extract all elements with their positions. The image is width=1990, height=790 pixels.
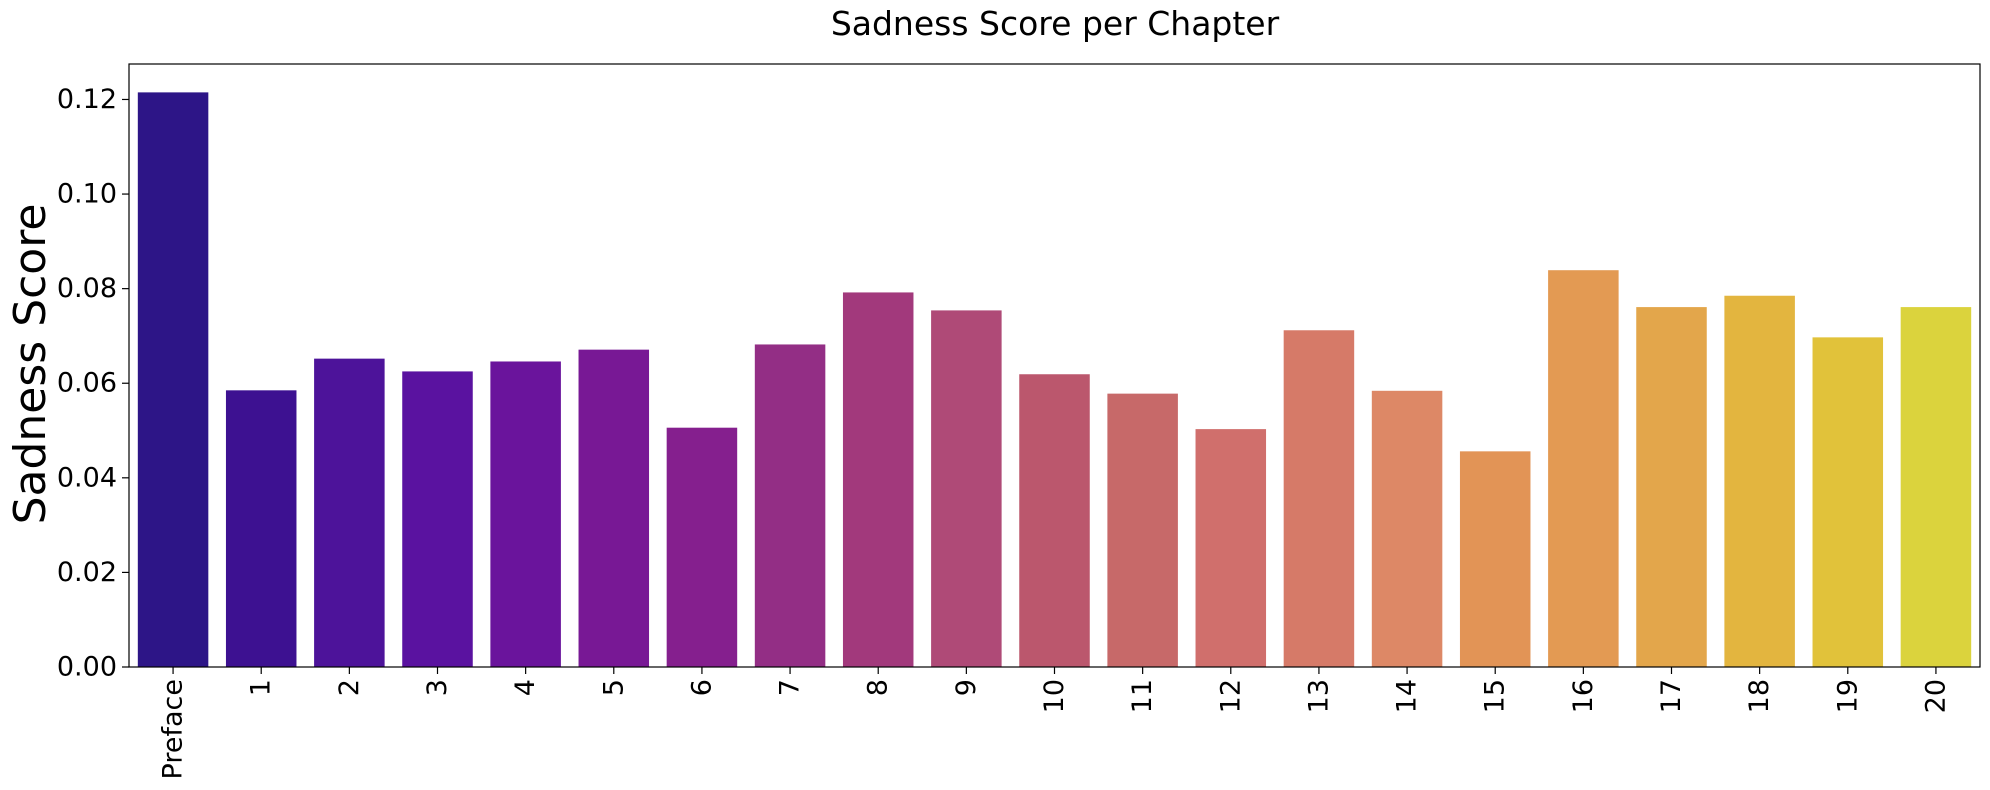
plot-frame bbox=[128, 63, 1981, 668]
bar-20 bbox=[1900, 307, 1972, 667]
bar-9 bbox=[931, 310, 1002, 667]
x-tick-label: 10 bbox=[1039, 679, 1070, 713]
x-tick-label: 2 bbox=[334, 679, 365, 696]
y-tick-label: 0.00 bbox=[57, 652, 117, 683]
bar-10 bbox=[1019, 374, 1090, 667]
bar-14 bbox=[1371, 390, 1443, 667]
y-tick-label: 0.02 bbox=[57, 557, 117, 588]
bar-6 bbox=[666, 427, 738, 667]
x-tick-label: 15 bbox=[1480, 679, 1511, 713]
x-tick-label: 7 bbox=[775, 679, 806, 696]
x-tick-label: Preface bbox=[158, 679, 189, 779]
x-tick-label: 11 bbox=[1127, 679, 1158, 713]
bar-8 bbox=[842, 292, 914, 667]
bar-16 bbox=[1548, 270, 1619, 667]
x-tick-label: 6 bbox=[686, 679, 717, 696]
x-tick-label: 5 bbox=[598, 679, 629, 696]
x-tick-label: 9 bbox=[951, 679, 982, 696]
x-tick-label: 17 bbox=[1656, 679, 1687, 713]
y-tick-label: 0.12 bbox=[57, 84, 117, 115]
bar-13 bbox=[1283, 330, 1355, 667]
bar-5 bbox=[578, 349, 650, 667]
x-tick-label: 3 bbox=[422, 679, 453, 696]
x-tick-label: 8 bbox=[863, 679, 894, 696]
bars-group bbox=[137, 92, 1972, 668]
bar-18 bbox=[1724, 295, 1795, 667]
x-tick-label: 18 bbox=[1744, 679, 1775, 713]
y-tick-label: 0.04 bbox=[57, 462, 117, 493]
y-axis-ticks: 0.00 0.02 0.04 0.06 0.08 0.10 0.12 bbox=[57, 84, 129, 683]
y-tick-label: 0.10 bbox=[57, 179, 117, 210]
x-tick-label: 12 bbox=[1215, 679, 1246, 713]
x-tick-label: 14 bbox=[1392, 679, 1423, 713]
y-axis-label: Sadness Score bbox=[5, 204, 56, 525]
bar-4 bbox=[490, 361, 561, 667]
bar-1 bbox=[225, 390, 297, 667]
x-tick-label: 16 bbox=[1568, 679, 1599, 713]
bar-11 bbox=[1107, 393, 1178, 667]
x-tick-label: 1 bbox=[246, 679, 277, 696]
y-tick-label: 0.08 bbox=[57, 273, 117, 304]
bar-preface bbox=[137, 92, 209, 668]
bar-19 bbox=[1812, 337, 1884, 667]
x-tick-label: 13 bbox=[1303, 679, 1334, 713]
chart-title: Sadness Score per Chapter bbox=[831, 4, 1280, 43]
x-axis-ticks: Preface 1 2 3 4 5 6 7 8 9 10 11 12 13 14 15 16 17 18 19 20 bbox=[158, 667, 1951, 779]
bar-2 bbox=[314, 358, 385, 667]
bar-3 bbox=[402, 371, 473, 667]
x-tick-label: 4 bbox=[510, 679, 541, 696]
bar-12 bbox=[1195, 429, 1267, 667]
x-tick-label: 19 bbox=[1832, 679, 1863, 713]
y-tick-label: 0.06 bbox=[57, 368, 117, 399]
x-tick-label: 20 bbox=[1920, 679, 1951, 713]
bar-17 bbox=[1636, 307, 1707, 667]
bar-15 bbox=[1459, 451, 1531, 667]
bar-7 bbox=[754, 344, 826, 667]
